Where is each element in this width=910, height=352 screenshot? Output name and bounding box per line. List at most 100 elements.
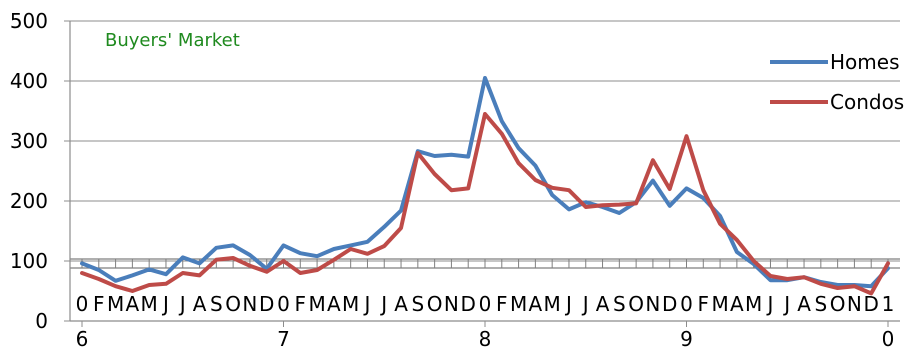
month-label: O (830, 292, 846, 316)
data-point-homes (618, 211, 621, 215)
data-point-condos (248, 264, 252, 267)
month-label: N (444, 292, 459, 316)
data-point-condos (802, 276, 806, 279)
data-point-homes (80, 262, 84, 265)
data-point-condos (601, 204, 604, 207)
data-point-condos (299, 271, 302, 275)
month-label: N (242, 292, 257, 316)
data-point-homes (467, 155, 470, 158)
month-label: O (628, 292, 644, 316)
data-point-condos (819, 282, 823, 285)
legend-label-condos: Condos (830, 90, 904, 114)
month-label: J (161, 292, 169, 316)
month-label: F (295, 292, 307, 316)
data-point-condos (332, 258, 336, 261)
grid (70, 20, 900, 262)
month-label: J (379, 292, 387, 316)
y-tick-label-500: 500 (10, 9, 48, 33)
data-point-condos (567, 189, 571, 192)
data-point-homes (97, 268, 100, 272)
data-point-condos (769, 274, 772, 278)
month-label: J (766, 292, 774, 316)
data-point-condos (131, 289, 134, 293)
y-tick-label-200: 200 (10, 189, 48, 213)
y-axis-ticks: 0 100 200 300 400 500 (10, 9, 70, 333)
data-point-condos (450, 189, 453, 192)
data-point-homes (198, 262, 201, 265)
data-point-condos (181, 271, 184, 275)
year-ticks: 6 7 8 9 0 (76, 321, 894, 351)
month-label: S (411, 292, 424, 316)
data-point-condos (735, 238, 739, 242)
data-point-homes (383, 225, 386, 228)
month-label: A (797, 292, 811, 316)
data-point-homes (870, 285, 873, 288)
data-point-condos (282, 259, 285, 263)
data-point-condos (618, 203, 621, 206)
data-point-condos (886, 262, 890, 265)
month-label: J (178, 292, 186, 316)
data-point-homes (231, 244, 235, 247)
x-tick-label: 6 (76, 327, 89, 351)
month-label: M (308, 292, 325, 316)
month-label: D (259, 292, 274, 316)
month-label: A (126, 292, 140, 316)
data-point-condos (786, 277, 789, 281)
data-point-condos (668, 187, 671, 191)
data-point-condos (870, 292, 873, 295)
data-point-homes (685, 187, 688, 190)
month-label: M (107, 292, 124, 316)
data-point-homes (433, 154, 436, 158)
month-label: M (342, 292, 359, 316)
data-point-homes (567, 208, 571, 211)
data-point-homes (399, 209, 403, 212)
data-point-condos (534, 178, 537, 182)
month-label: A (730, 292, 744, 316)
data-point-homes (131, 274, 134, 277)
month-label: S (814, 292, 827, 316)
data-point-condos (550, 186, 554, 189)
data-point-condos (97, 277, 100, 281)
data-point-condos (383, 244, 386, 248)
month-label: M (745, 292, 762, 316)
x-tick-label: 7 (277, 327, 290, 351)
month-label: O (225, 292, 241, 316)
month-label: M (141, 292, 158, 316)
data-point-condos (584, 205, 587, 209)
data-point-homes (584, 201, 587, 204)
data-point-condos (483, 112, 487, 116)
data-point-homes (248, 253, 252, 257)
data-point-condos (517, 162, 520, 165)
data-point-homes (500, 120, 503, 123)
month-label: F (496, 292, 508, 316)
data-point-homes (735, 250, 739, 254)
data-point-condos (500, 132, 503, 135)
data-point-condos (416, 151, 420, 155)
data-point-homes (147, 268, 151, 271)
data-point-homes (718, 214, 722, 218)
month-label: F (698, 292, 710, 316)
annotation-buyers-market: Buyers' Market (105, 30, 240, 51)
month-label: A (394, 292, 408, 316)
data-point-homes (215, 246, 218, 249)
data-point-condos (752, 259, 755, 263)
y-tick-label-0: 0 (35, 309, 48, 333)
data-point-condos (467, 187, 470, 190)
data-point-condos (147, 283, 151, 287)
month-label: 0 (277, 292, 290, 316)
data-point-homes (181, 256, 184, 259)
month-label: A (529, 292, 543, 316)
data-point-condos (315, 268, 319, 272)
month-label: J (564, 292, 572, 316)
month-label: N (645, 292, 660, 316)
month-label: J (581, 292, 589, 316)
data-point-homes (366, 240, 369, 243)
month-label: A (596, 292, 610, 316)
month-label: 0 (76, 292, 89, 316)
data-point-condos (651, 159, 655, 162)
legend-label-homes: Homes (830, 50, 899, 74)
data-point-condos (718, 222, 722, 225)
y-tick-label-400: 400 (10, 69, 48, 93)
month-label: M (711, 292, 728, 316)
